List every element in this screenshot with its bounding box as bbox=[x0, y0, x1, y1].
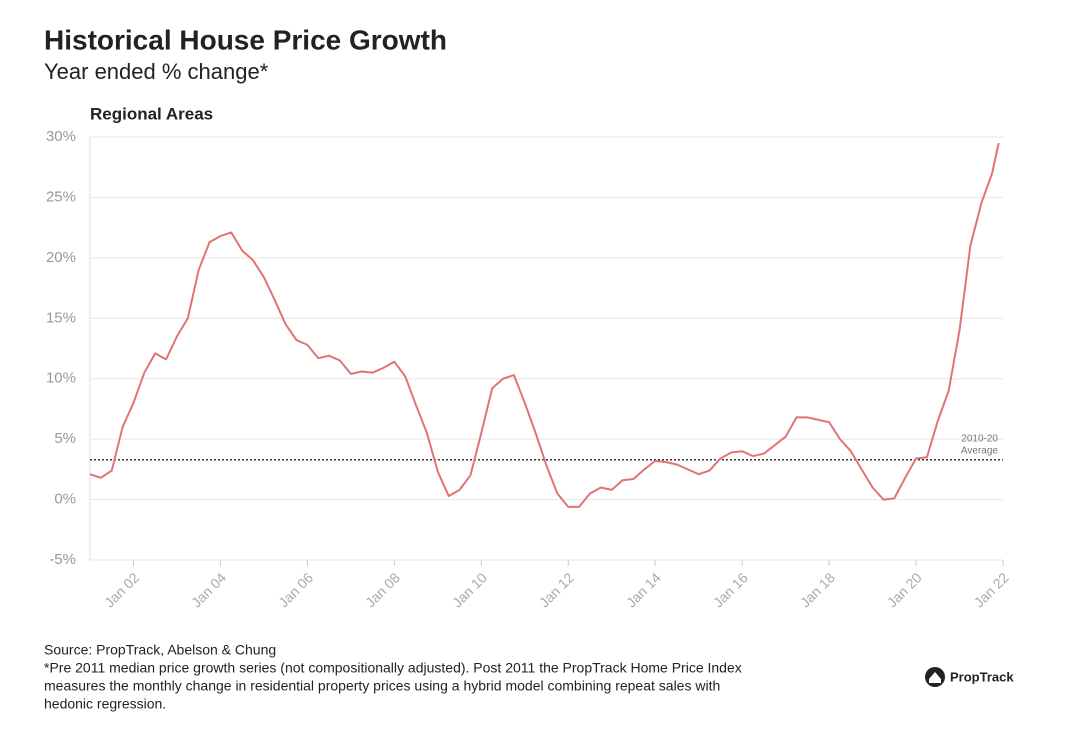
x-tick-label: Jan 14 bbox=[623, 569, 664, 610]
line-series bbox=[89, 142, 1000, 508]
x-tick-label: Jan 02 bbox=[101, 569, 142, 610]
logo-house bbox=[929, 672, 941, 683]
source: Source: PropTrack, Abelson & Chung bbox=[44, 642, 276, 658]
chart-subtitle: Year ended % change* bbox=[44, 59, 269, 84]
y-tick-label: 15% bbox=[46, 309, 76, 326]
x-tick-label: Jan 04 bbox=[188, 569, 229, 610]
x-tick-label: Jan 16 bbox=[710, 569, 751, 610]
logo: PropTrack bbox=[950, 669, 1014, 684]
footnote: *Pre 2011 median price growth series (no… bbox=[44, 660, 742, 676]
x-tick-label: Jan 20 bbox=[884, 569, 925, 610]
footnote: measures the monthly change in residenti… bbox=[44, 678, 720, 694]
y-tick-label: 25% bbox=[46, 188, 76, 205]
y-tick-label: -5% bbox=[49, 551, 76, 568]
x-tick-label: Jan 22 bbox=[971, 569, 1012, 610]
y-tick-label: 5% bbox=[54, 430, 76, 447]
x-tick-label: Jan 08 bbox=[362, 569, 403, 610]
y-tick-label: 20% bbox=[46, 249, 76, 266]
average-label: Average bbox=[961, 445, 999, 456]
x-tick-label: Jan 10 bbox=[449, 569, 490, 610]
x-tick-label: Jan 06 bbox=[275, 569, 316, 610]
y-tick-label: 30% bbox=[46, 128, 76, 145]
chart-title: Historical House Price Growth bbox=[44, 24, 447, 55]
y-tick-label: 0% bbox=[54, 491, 76, 508]
footnote: hedonic regression. bbox=[44, 696, 166, 712]
average-label: 2010-20 bbox=[961, 433, 998, 444]
panel-title: Regional Areas bbox=[90, 104, 213, 123]
x-tick-label: Jan 18 bbox=[797, 569, 838, 610]
x-tick-label: Jan 12 bbox=[536, 569, 577, 610]
y-tick-label: 10% bbox=[46, 370, 76, 387]
